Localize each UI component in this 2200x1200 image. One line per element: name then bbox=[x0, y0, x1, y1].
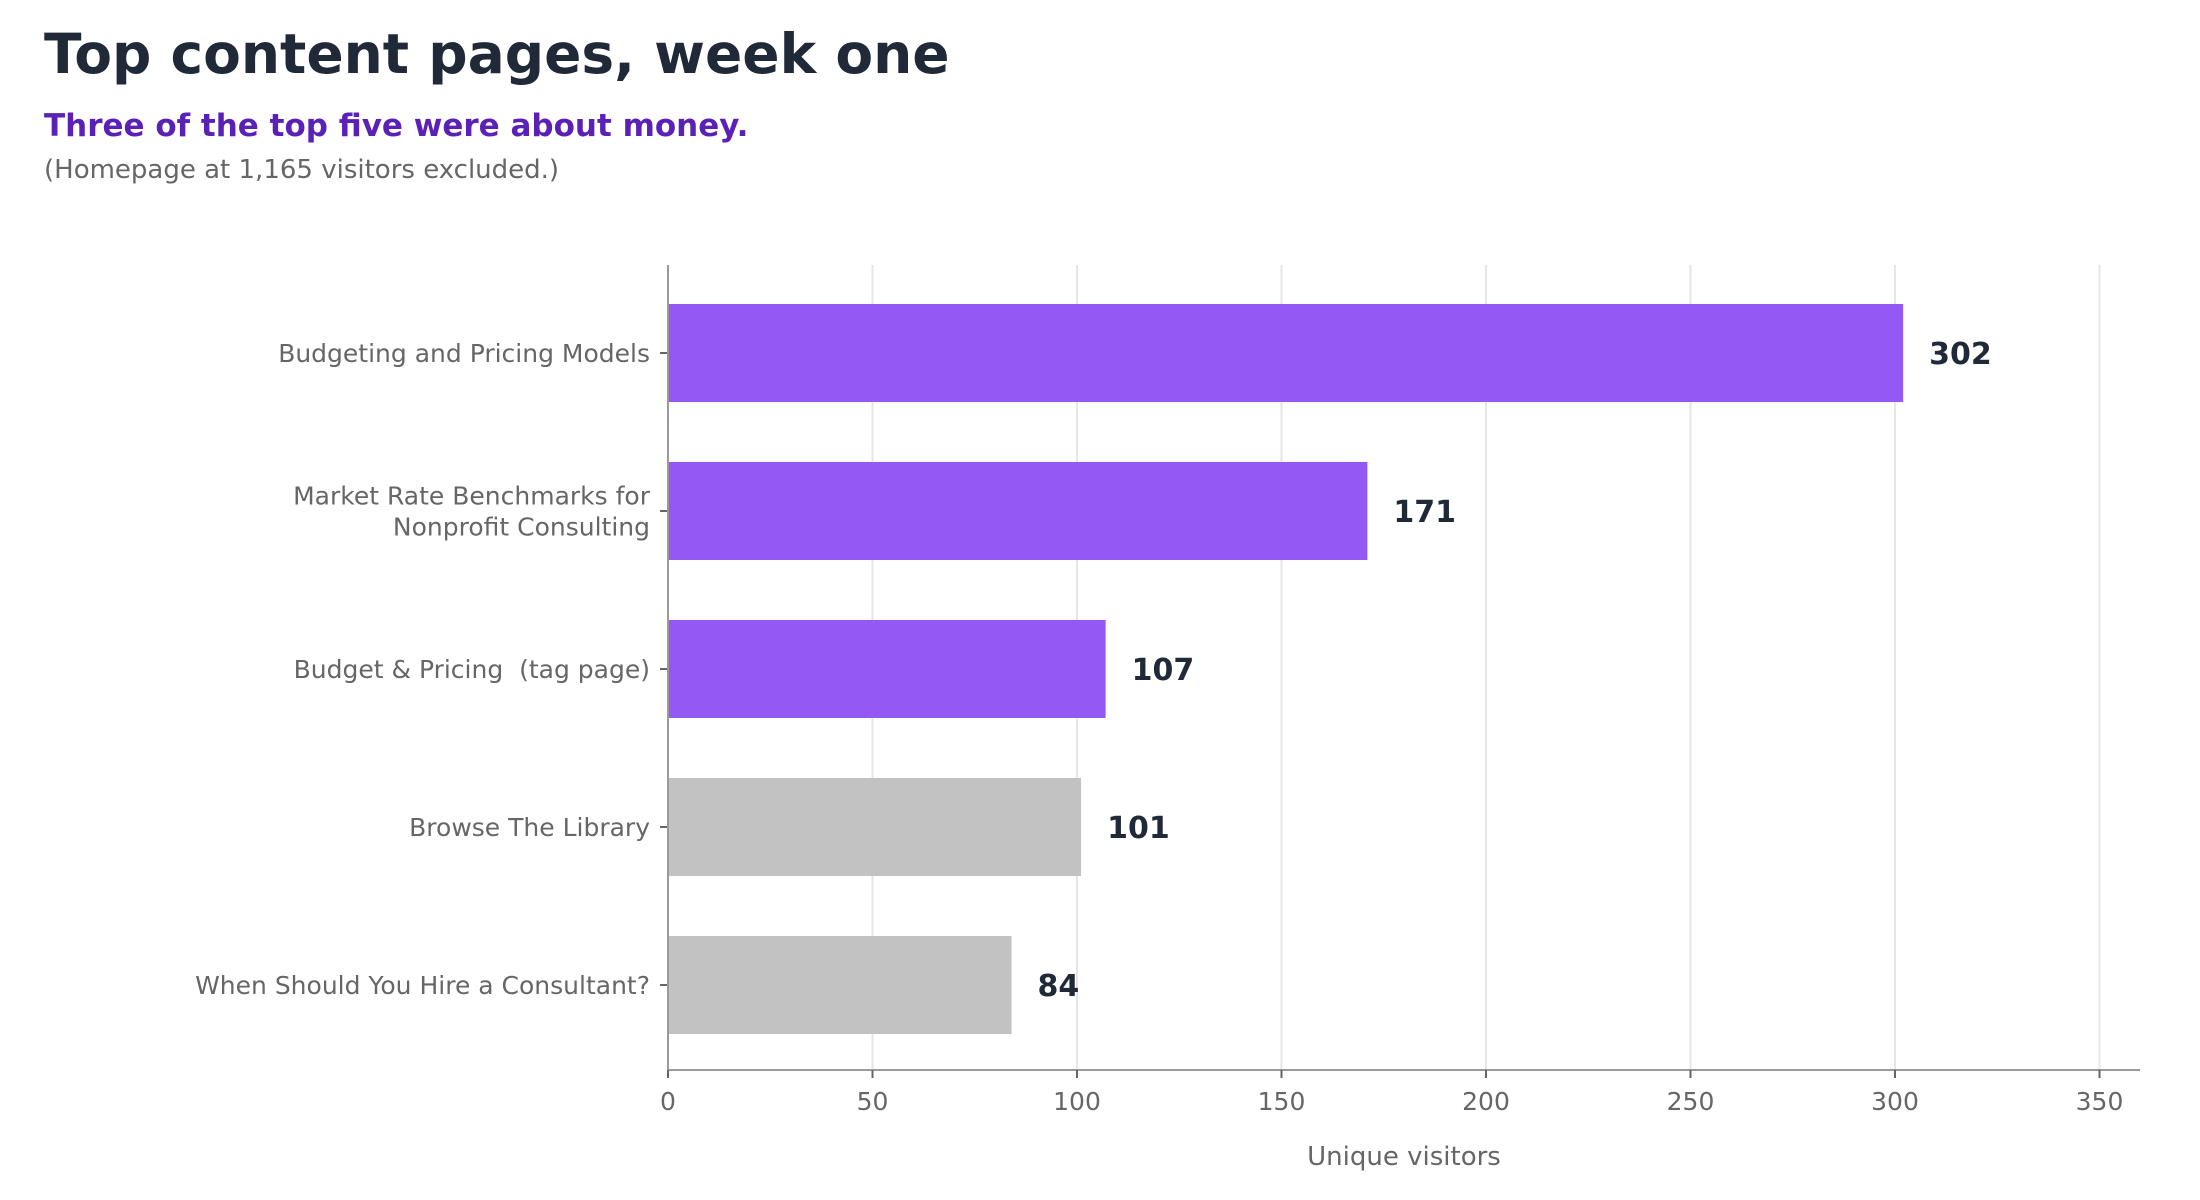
chart-subtitle: Three of the top five were about money. bbox=[44, 108, 749, 144]
x-tick-label: 0 bbox=[660, 1087, 676, 1116]
bar-value-label: 101 bbox=[1107, 811, 1170, 846]
category-label: Nonprofit Consulting bbox=[393, 513, 650, 542]
category-label: Market Rate Benchmarks for bbox=[293, 482, 651, 511]
category-label: Budgeting and Pricing Models bbox=[278, 339, 650, 368]
bar-value-label: 302 bbox=[1929, 337, 1992, 372]
category-label: Browse The Library bbox=[409, 813, 650, 842]
x-tick-label: 100 bbox=[1053, 1087, 1101, 1116]
bar-value-label: 107 bbox=[1132, 653, 1195, 688]
x-axis-title: Unique visitors bbox=[1307, 1142, 1501, 1172]
category-label: When Should You Hire a Consultant? bbox=[195, 971, 650, 1000]
x-tick-label: 150 bbox=[1258, 1087, 1306, 1116]
bar bbox=[668, 304, 1904, 402]
chart-note: (Homepage at 1,165 visitors excluded.) bbox=[44, 155, 560, 185]
bar bbox=[668, 620, 1106, 718]
category-label: Budget & Pricing (tag page) bbox=[294, 655, 650, 684]
bar bbox=[668, 936, 1012, 1034]
x-tick-label: 50 bbox=[857, 1087, 889, 1116]
chart-title: Top content pages, week one bbox=[44, 22, 950, 86]
labels: 302 Budgeting and Pricing Models 171 Market… bbox=[195, 337, 2123, 1172]
axes bbox=[660, 265, 2140, 1078]
bar-value-label: 84 bbox=[1038, 969, 1080, 1004]
bar-value-label: 171 bbox=[1393, 495, 1456, 530]
bars bbox=[668, 304, 1904, 1034]
bar bbox=[668, 778, 1082, 876]
x-tick-label: 250 bbox=[1667, 1087, 1715, 1116]
bar bbox=[668, 462, 1368, 560]
x-tick-label: 300 bbox=[1871, 1087, 1919, 1116]
x-tick-label: 200 bbox=[1462, 1087, 1510, 1116]
x-tick-label: 350 bbox=[2076, 1087, 2124, 1116]
